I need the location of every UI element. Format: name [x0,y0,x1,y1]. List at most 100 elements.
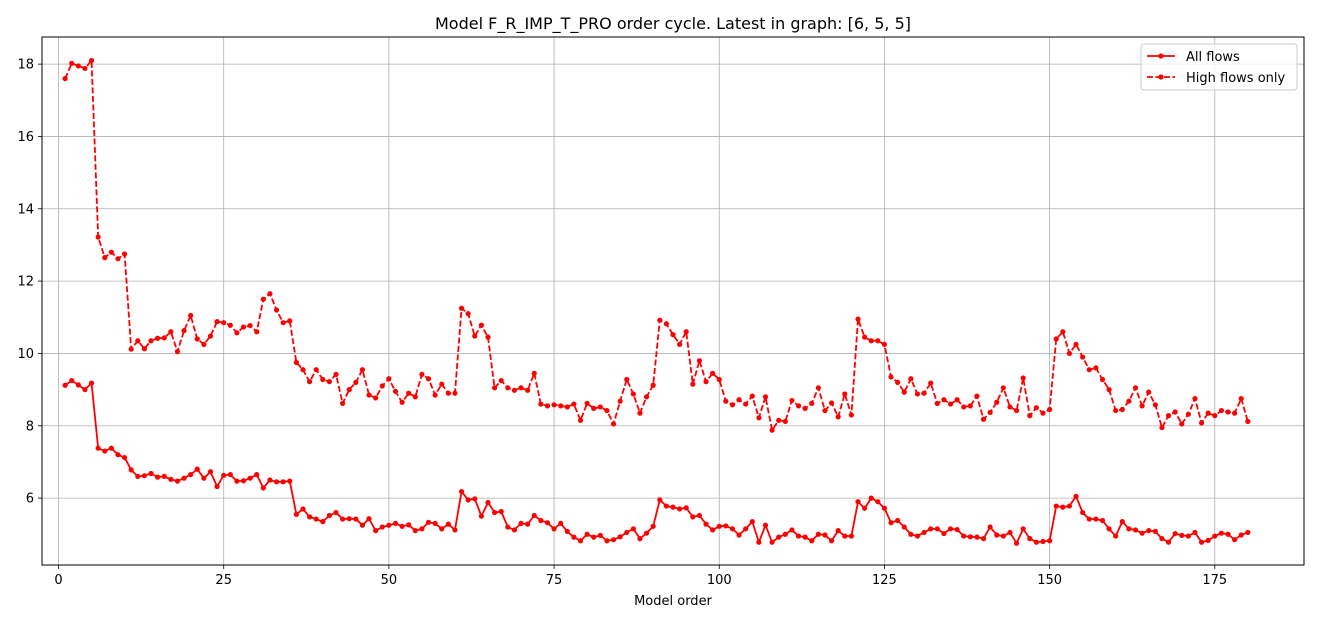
data-point [1033,539,1039,545]
data-point [207,333,214,339]
data-point [551,526,557,532]
data-point [1232,410,1238,416]
data-point [155,335,161,341]
data-point [406,522,412,528]
data-point [1172,530,1178,537]
data-point [1192,396,1198,402]
series-line-high-flows-only [64,59,1249,432]
data-point [273,307,280,313]
data-point [412,394,418,400]
data-point [128,467,134,473]
data-point [577,417,584,423]
data-point [1047,538,1053,544]
data-point [815,531,821,537]
data-point [333,371,339,378]
data-point [492,509,498,516]
data-point [240,324,247,330]
plot-frame [41,36,1305,566]
data-point [1086,367,1092,373]
data-point [128,346,134,352]
data-point [1139,403,1145,409]
data-point [498,508,504,515]
data-point [366,392,372,398]
data-point [260,296,266,302]
data-point [1152,528,1158,534]
data-point [82,65,88,72]
data-point [399,399,405,405]
data-point [749,519,755,525]
data-point [108,249,114,255]
data-point [855,316,861,322]
data-point [947,526,954,532]
data-point [1020,526,1026,532]
data-point [95,234,101,240]
data-point [346,516,352,522]
data-point [855,499,861,505]
data-point [141,346,148,352]
data-point [597,404,603,410]
data-point [267,477,273,483]
data-point [121,251,128,257]
data-point [729,402,736,408]
data-point [452,527,458,533]
data-point [941,397,947,403]
data-point [967,534,973,540]
data-point [809,400,815,406]
data-point [221,472,227,478]
data-point [1027,413,1033,419]
data-point [1165,413,1172,419]
data-point [1185,533,1191,539]
data-point [1053,336,1059,342]
data-point [69,377,75,384]
data-point [366,516,372,522]
data-point [478,513,484,519]
data-point [359,522,366,528]
data-point [802,534,808,540]
data-point [1218,530,1225,536]
data-point [670,504,676,510]
data-point [472,333,478,339]
data-point [710,527,716,533]
data-point [1000,385,1006,391]
data-point [346,387,352,393]
data-point [247,322,253,329]
data-point [584,400,590,406]
data-point [419,371,425,378]
data-point [201,475,207,481]
data-point [88,380,95,386]
data-point [1225,409,1231,415]
data-point [75,382,81,388]
data-point [88,57,95,64]
data-point [696,358,703,364]
data-point [518,385,524,391]
x-tick-label: 50 [381,573,398,588]
data-point [862,505,868,511]
data-point [901,524,907,530]
data-point [630,526,636,532]
y-tick-label: 12 [17,275,34,290]
data-point [240,478,247,484]
data-point [1225,531,1231,537]
data-point [1198,539,1205,545]
data-point [373,395,379,401]
data-point [941,530,947,537]
data-point [135,338,141,344]
data-point [155,474,161,480]
data-point [320,519,326,525]
data-point [287,318,293,324]
data-point [610,421,617,427]
data-point [439,381,445,387]
data-point [227,471,233,478]
data-point [1198,420,1205,426]
data-point [657,317,663,323]
data-point [987,524,993,530]
data-point [1132,385,1139,391]
data-point [359,367,366,373]
data-point [148,470,154,477]
data-point [928,526,934,532]
x-tick-label: 175 [1202,573,1227,588]
data-point [690,514,696,520]
data-point [102,448,108,454]
data-point [1093,365,1099,371]
